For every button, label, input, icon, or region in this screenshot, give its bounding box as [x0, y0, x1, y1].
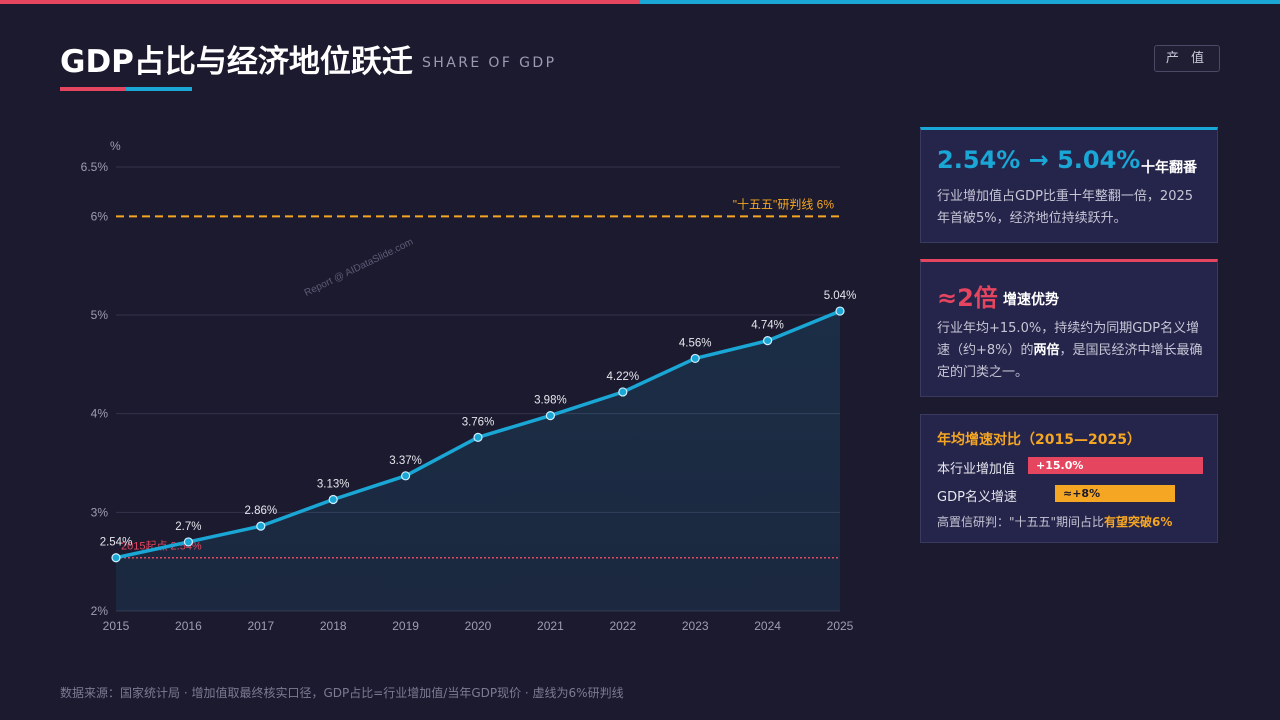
- top-accent-bar: [0, 0, 1280, 4]
- compare-bar-gdp-label: ≈+8%: [1063, 487, 1101, 500]
- data-label: 2.86%: [244, 505, 277, 517]
- data-point: [111, 553, 121, 563]
- data-label: 2.54%: [100, 537, 133, 549]
- data-source-footer: 数据来源：国家统计局 · 增加值取最终核实口径，GDP占比=行业增加值/当年GD…: [60, 686, 624, 700]
- data-label: 4.56%: [679, 337, 712, 349]
- y-axis-label: %: [110, 139, 121, 153]
- data-label: 3.98%: [534, 395, 567, 407]
- data-label: 3.37%: [389, 455, 422, 467]
- kpi-doubling-text: 行业增加值占GDP比重十年整翻一倍，2025年首破5%，经济地位持续跃升。: [937, 189, 1194, 226]
- y-tick-label: 6.5%: [81, 160, 109, 174]
- growth-compare-card: 年均增速对比（2015—2025） 本行业增加值 +15.0% GDP名义增速 …: [920, 414, 1218, 543]
- kpi-growth-text-a: 行业年均+15.0%，持续约为同期GDP名义增速（约+8%）的: [937, 321, 1200, 358]
- x-tick-label: 2017: [247, 619, 274, 633]
- data-label: 3.76%: [462, 416, 495, 428]
- compare-bar-gdp: ≈+8%: [1055, 485, 1175, 502]
- x-tick-label: 2016: [175, 619, 202, 633]
- kpi-growth-text-b: ，是国民经济中增长最确定的门类之一。: [937, 343, 1203, 380]
- data-point: [618, 387, 628, 397]
- kpi-growth-text: 行业年均+15.0%，持续约为同期GDP名义增速（约+8%）的两倍，是国民经济中…: [937, 318, 1205, 384]
- x-tick-label: 2015: [103, 619, 130, 633]
- x-tick-label: 2024: [754, 619, 781, 633]
- kpi-growth-value: ≈2倍: [937, 284, 998, 312]
- data-point: [690, 353, 700, 364]
- kpi-doubling-value: 2.54% → 5.04%: [937, 146, 1141, 174]
- title-underline: [60, 87, 192, 91]
- compare-note-highlight: 有望突破6%: [1104, 515, 1173, 529]
- data-point: [545, 411, 556, 421]
- gdp-share-chart: "十五五"研判线 6%2015起点 2.54%Report @ AIDataSl…: [81, 139, 857, 633]
- y-tick-label: 6%: [91, 209, 109, 223]
- page-subtitle: SHARE OF GDP: [422, 55, 557, 71]
- x-tick-label: 2019: [392, 619, 419, 633]
- x-tick-label: 2021: [537, 619, 564, 633]
- x-tick-label: 2018: [320, 619, 347, 633]
- watermark-text: Report @ AIDataSlide.com: [303, 237, 415, 299]
- compare-bar-industry-label: +15.0%: [1036, 459, 1084, 472]
- compare-row-label-industry: 本行业增加值: [937, 462, 1016, 477]
- kpi-growth-suffix: 增速优势: [1003, 292, 1059, 308]
- data-point: [835, 306, 845, 316]
- data-point: [762, 336, 773, 346]
- y-tick-label: 4%: [91, 407, 109, 421]
- x-tick-label: 2023: [682, 619, 709, 633]
- y-tick-label: 3%: [91, 505, 109, 519]
- data-label: 5.04%: [824, 290, 857, 302]
- compare-title: 年均增速对比（2015—2025）: [937, 432, 1141, 448]
- compare-row-label-gdp: GDP名义增速: [937, 490, 1017, 505]
- data-point: [473, 432, 483, 442]
- category-tag[interactable]: 产 值: [1154, 45, 1220, 72]
- x-tick-label: 2020: [465, 619, 492, 633]
- page-title: GDP占比与经济地位跃迁: [60, 44, 413, 80]
- data-point: [256, 521, 266, 531]
- x-tick-label: 2025: [827, 619, 854, 633]
- data-label: 4.74%: [751, 320, 784, 332]
- y-tick-label: 5%: [91, 308, 109, 322]
- series-area: [116, 311, 840, 611]
- data-label: 4.22%: [606, 371, 639, 383]
- compare-note-prefix: 高置信研判："十五五"期间占比: [937, 515, 1105, 529]
- data-label: 3.13%: [317, 479, 350, 491]
- data-point: [328, 494, 338, 505]
- target-6pct-label: "十五五"研判线 6%: [733, 197, 835, 211]
- data-point: [183, 537, 193, 547]
- data-point: [401, 471, 411, 481]
- kpi-doubling-suffix: 十年翻番: [1141, 160, 1197, 176]
- compare-note: 高置信研判："十五五"期间占比有望突破6%: [937, 513, 1172, 530]
- kpi-card-growth-advantage: ≈2倍 增速优势 行业年均+15.0%，持续约为同期GDP名义增速（约+8%）的…: [920, 259, 1218, 397]
- data-label: 2.7%: [175, 521, 201, 533]
- kpi-growth-text-bold: 两倍: [1033, 343, 1060, 358]
- x-tick-label: 2022: [609, 619, 636, 633]
- compare-bar-industry: +15.0%: [1028, 457, 1203, 474]
- y-tick-label: 2%: [91, 604, 109, 618]
- kpi-card-doubling: 2.54% → 5.04% 十年翻番 行业增加值占GDP比重十年整翻一倍，202…: [920, 127, 1218, 243]
